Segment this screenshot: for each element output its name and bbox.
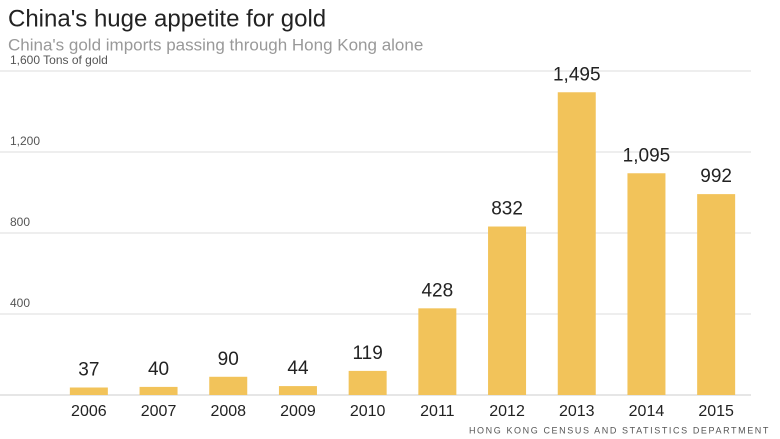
x-tick-label: 2007 (141, 403, 177, 420)
bar (557, 92, 596, 395)
x-tick-label: 2008 (210, 403, 246, 420)
x-tick-label: 2011 (420, 403, 455, 420)
x-tick-label: 2014 (629, 403, 665, 420)
bar (209, 376, 248, 395)
source: HONG KONG CENSUS AND STATISTICS DEPARTME… (469, 425, 770, 435)
y-tick-label: 400 (10, 296, 30, 310)
bar (278, 386, 317, 395)
chart-subtitle: China's gold imports passing through Hon… (8, 35, 423, 54)
bar (488, 226, 527, 395)
value-label: 40 (148, 359, 169, 380)
x-tick-label: 2006 (71, 403, 107, 420)
x-tick-label: 2010 (350, 403, 386, 420)
value-label: 992 (700, 166, 732, 187)
bar (69, 387, 108, 395)
x-tick-label: 2013 (559, 403, 595, 420)
value-label: 428 (421, 280, 453, 301)
value-label: 832 (491, 199, 523, 220)
value-label: 37 (78, 360, 99, 381)
value-label: 44 (287, 358, 309, 379)
x-tick-label: 2012 (489, 403, 525, 420)
value-label: 1,095 (623, 145, 671, 166)
y-tick-label: 1,200 (10, 134, 40, 148)
bar (418, 308, 457, 395)
bar (697, 194, 736, 395)
value-label: 90 (218, 349, 239, 370)
value-label: 119 (353, 343, 383, 364)
bar (627, 173, 666, 395)
x-tick-label: 2009 (280, 403, 316, 420)
chart-title: China's huge appetite for gold (8, 5, 326, 32)
bar (139, 386, 178, 395)
y-tick-label: 800 (10, 215, 30, 229)
bar (348, 370, 387, 395)
y-tick-label: 1,600 Tons of gold (10, 53, 108, 67)
value-label: 1,495 (553, 64, 601, 85)
x-tick-label: 2015 (698, 403, 734, 420)
